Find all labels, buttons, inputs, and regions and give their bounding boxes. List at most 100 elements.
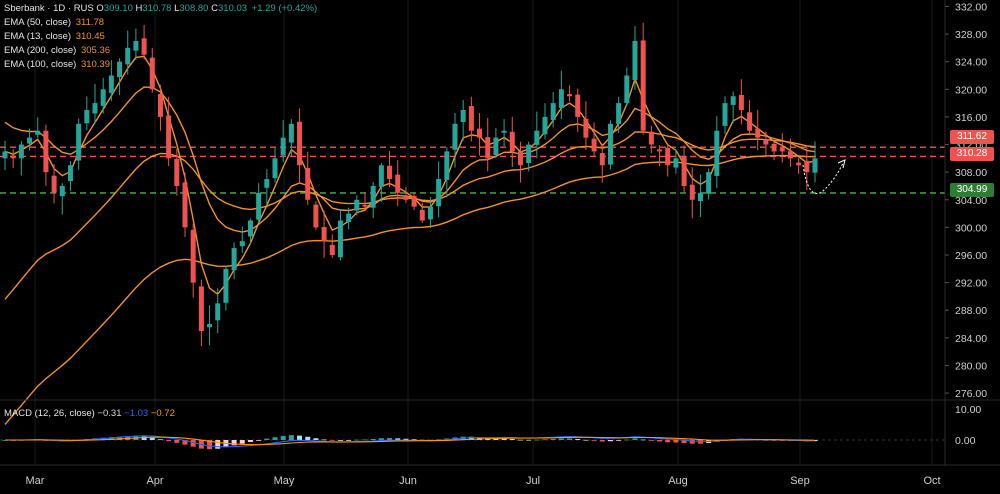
macd-histogram-bar	[616, 440, 622, 441]
ema200-label: EMA (200, close)	[4, 45, 77, 56]
macd-histogram-bar	[313, 438, 319, 440]
indicator-ema13[interactable]: EMA (13, close) 310.45	[4, 30, 317, 44]
candle-body	[477, 128, 483, 138]
indicator-ema100[interactable]: EMA (100, close) 310.39	[4, 58, 317, 72]
macd-legend[interactable]: MACD (12, 26, close) −0.31 −1.03 −0.72	[4, 408, 175, 419]
candle-body	[362, 204, 368, 207]
macd-histogram-bar	[166, 440, 172, 442]
candle-body	[755, 128, 761, 138]
candle-body	[558, 89, 564, 109]
y-tick-label: 296.00	[955, 250, 987, 262]
y-tick-label: 292.00	[955, 278, 987, 290]
candle-body	[689, 184, 695, 200]
candle-body	[468, 106, 474, 131]
macd-histogram-bar	[207, 440, 213, 450]
candle-body	[714, 130, 720, 176]
macd-histogram-bar	[648, 440, 654, 441]
macd-histogram-bar	[403, 438, 409, 440]
macd-histogram-bar	[681, 440, 687, 444]
candle-body	[763, 139, 769, 145]
macd-label: MACD (12, 26, close)	[4, 408, 95, 419]
macd-histogram-bar	[329, 440, 335, 441]
candle-body	[305, 168, 311, 200]
chart-legend: Sberbank · 1D · RUS O309.10 H310.78 L308…	[4, 2, 317, 72]
macd-histogram-bar	[591, 440, 597, 441]
macd-histogram-bar	[174, 440, 180, 443]
candle-body	[256, 192, 262, 220]
candle-body	[378, 165, 384, 187]
candle-body	[35, 130, 41, 135]
macd-histogram-bar	[239, 440, 245, 444]
y-tick-label: 304.00	[955, 195, 987, 207]
x-tick-label: May	[274, 475, 295, 487]
macd-histogram-bar	[583, 439, 589, 441]
candle-body	[370, 185, 376, 208]
x-tick-label: Jun	[399, 475, 417, 487]
macd-histogram-bar	[771, 440, 777, 441]
macd-histogram-bar	[493, 438, 499, 440]
y-tick-label: 316.00	[955, 112, 987, 124]
change-value: +1.29 (+0.42%)	[251, 3, 318, 14]
macd-histogram-bar	[321, 439, 327, 441]
ema-line-0	[4, 55, 816, 296]
candle-body	[92, 103, 98, 114]
ema13-label: EMA (13, close)	[4, 31, 72, 42]
candle-body	[387, 165, 393, 180]
candle-body	[182, 182, 188, 228]
macd-histogram-bar	[607, 440, 613, 442]
macd-histogram-bar	[509, 438, 515, 440]
macd-pane	[0, 399, 1000, 450]
candle-body	[427, 206, 433, 220]
y-tick-label: 280.00	[955, 360, 987, 372]
candle-body	[436, 179, 442, 207]
candle-body	[632, 40, 638, 81]
macd-histogram-bar	[673, 440, 679, 443]
macd-histogram-bar	[190, 440, 196, 447]
candle-body	[329, 244, 335, 256]
candle-body	[84, 110, 90, 124]
candle-body	[657, 149, 663, 152]
macd-histogram-bar	[305, 436, 311, 440]
candle-body	[280, 137, 286, 156]
candle-body	[346, 213, 352, 222]
macd-histogram-bar	[256, 440, 262, 441]
l-value: 308.80	[179, 3, 209, 14]
macd-histogram-bar	[117, 436, 123, 440]
candle-body	[403, 195, 409, 200]
candle-body	[313, 204, 319, 228]
macd-histogram-bar	[632, 438, 638, 440]
candle-body	[804, 160, 810, 173]
y-tick-label: 284.00	[955, 333, 987, 345]
macd-line-value: −1.03	[124, 408, 149, 419]
candle-body	[493, 137, 499, 155]
macd-histogram-bar	[231, 440, 237, 446]
macd-histogram-bar	[149, 437, 155, 440]
candle-body	[517, 151, 523, 166]
projection-path	[802, 162, 844, 194]
candle-body	[198, 286, 204, 331]
candle-body	[117, 61, 123, 78]
c-value: 310.03	[217, 3, 248, 14]
candle-body	[771, 143, 777, 152]
candle-body	[747, 112, 753, 131]
macd-histogram-bar	[247, 440, 253, 442]
candle-body	[166, 115, 172, 159]
y-tick-label: 288.00	[955, 305, 987, 317]
candle-body	[607, 123, 613, 165]
indicator-ema50[interactable]: EMA (50, close) 311.78	[4, 16, 317, 30]
candle-body	[411, 195, 417, 207]
ema50-value: 311.78	[75, 17, 105, 28]
candle-body	[215, 303, 221, 321]
candle-body	[583, 118, 589, 138]
candle-body	[534, 130, 540, 145]
macd-histogram-bar	[288, 435, 294, 440]
macd-histogram-bar	[280, 436, 286, 440]
candle-body	[10, 155, 16, 159]
projection-arrow	[802, 159, 846, 194]
symbol-row: Sberbank · 1D · RUS O309.10 H310.78 L308…	[4, 2, 317, 16]
macd-histogram-bar	[264, 438, 270, 440]
indicator-ema200[interactable]: EMA (200, close) 305.36	[4, 44, 317, 58]
candle-body	[149, 57, 155, 90]
ema13-value: 310.45	[75, 31, 105, 42]
